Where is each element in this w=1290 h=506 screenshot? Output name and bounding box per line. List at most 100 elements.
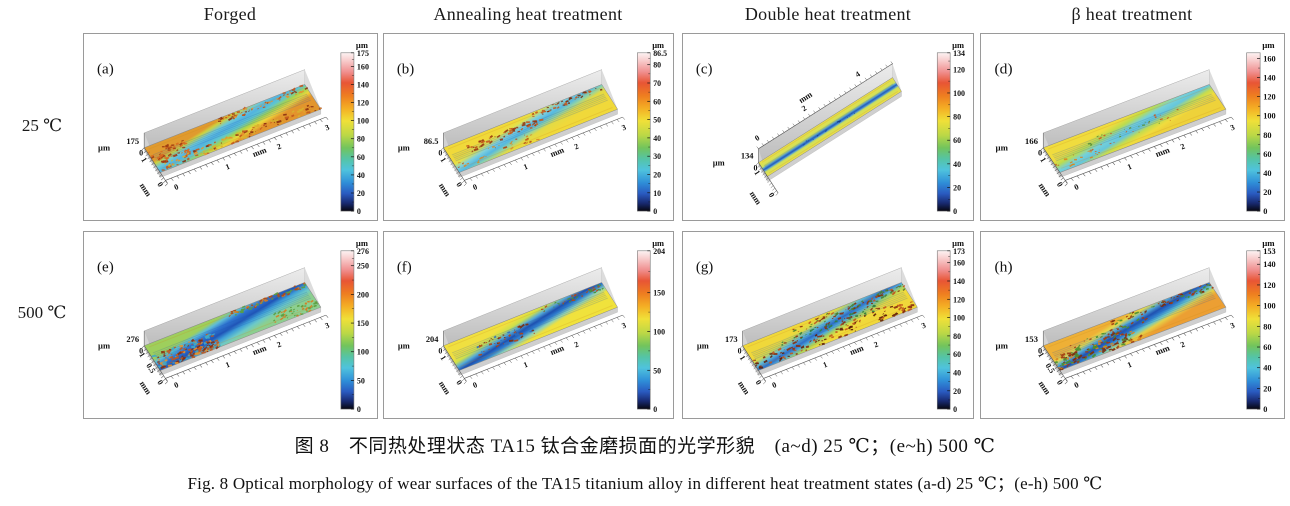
colorbar-f	[637, 250, 651, 410]
z-axis-unit: µm	[98, 143, 110, 153]
svg-text:mm: mm	[797, 89, 814, 105]
svg-text:1: 1	[137, 351, 147, 359]
svg-text:0: 0	[1055, 181, 1065, 189]
svg-text:60: 60	[953, 136, 961, 145]
colorbar-a	[340, 52, 355, 212]
svg-text:134: 134	[741, 151, 754, 161]
svg-text:276: 276	[357, 247, 369, 256]
row-label-500c: 500 ℃	[17, 303, 67, 322]
svg-text:0: 0	[155, 180, 165, 188]
svg-text:1: 1	[1038, 156, 1048, 164]
svg-text:0: 0	[438, 347, 442, 356]
panel-d: 0 1 2 3 mm 1 0 mm 166 0 µm (d) µm 160 140 120 100 80 60 40 2…	[980, 33, 1285, 221]
svg-text:140: 140	[1263, 260, 1275, 269]
svg-text:3: 3	[1229, 123, 1236, 133]
svg-text:mm: mm	[437, 182, 452, 199]
z-axis-unit: µm	[996, 341, 1009, 351]
svg-text:80: 80	[653, 61, 661, 70]
z-axis-unit: µm	[398, 342, 410, 351]
svg-text:1: 1	[522, 162, 529, 172]
svg-text:166: 166	[1025, 136, 1039, 146]
colorbar-h	[1246, 250, 1261, 410]
svg-text:2: 2	[1179, 142, 1186, 152]
svg-text:0: 0	[653, 405, 657, 414]
panel-letter-g: (g)	[696, 260, 713, 276]
svg-text:86.5: 86.5	[424, 137, 439, 146]
svg-text:0: 0	[173, 182, 180, 192]
svg-text:134: 134	[953, 49, 965, 58]
svg-text:0: 0	[754, 378, 764, 386]
colorbar-unit: µm	[952, 40, 964, 50]
svg-text:60: 60	[653, 97, 661, 106]
svg-text:40: 40	[357, 171, 365, 180]
svg-text:0: 0	[1073, 182, 1080, 192]
svg-text:153: 153	[1263, 247, 1275, 256]
svg-text:140: 140	[953, 277, 965, 286]
svg-text:100: 100	[653, 327, 665, 336]
svg-text:10: 10	[653, 189, 661, 198]
svg-text:276: 276	[126, 334, 139, 344]
svg-text:0: 0	[472, 380, 479, 390]
column-header-annealing: Annealing heat treatment	[433, 4, 623, 24]
svg-text:0: 0	[753, 133, 761, 143]
svg-text:120: 120	[1263, 93, 1275, 102]
svg-text:50: 50	[357, 376, 365, 385]
svg-text:40: 40	[953, 160, 961, 169]
svg-text:120: 120	[1263, 281, 1275, 290]
svg-text:250: 250	[357, 262, 369, 271]
svg-text:1: 1	[224, 162, 231, 172]
svg-text:20: 20	[953, 387, 961, 396]
svg-text:20: 20	[1263, 385, 1271, 394]
svg-text:0: 0	[438, 149, 442, 158]
surface-plot-e: 0123mm10.50mm2760µm(e)µm2762502001501005…	[97, 238, 369, 414]
svg-text:80: 80	[1263, 322, 1271, 331]
z-axis-unit: µm	[98, 341, 110, 351]
svg-text:3: 3	[324, 321, 331, 331]
surface-plot-g: 0123mm10mm1730µm(g)µm1731601401201008060…	[696, 238, 965, 414]
svg-text:0: 0	[357, 405, 361, 414]
svg-text:160: 160	[1263, 55, 1275, 64]
row-label-25c: 25 ℃	[21, 116, 63, 135]
panel-f: 0 1 2 3 mm 1 0 mm 204 0 µm (f) µm 204 150 100 50 0	[383, 231, 674, 419]
panel-letter-f: (f)	[397, 260, 412, 276]
svg-text:40: 40	[1263, 169, 1271, 178]
svg-text:1: 1	[738, 354, 748, 362]
svg-text:150: 150	[653, 289, 665, 298]
svg-text:2: 2	[276, 340, 283, 350]
svg-text:80: 80	[953, 332, 961, 341]
svg-text:20: 20	[357, 189, 365, 198]
panel-a: 0 1 2 3 mm 1 0 mm 175 0 µm (a) µm 175 160 140 120 100 80 60…	[83, 33, 378, 221]
svg-text:mm: mm	[138, 379, 154, 396]
svg-text:60: 60	[1263, 150, 1271, 159]
svg-text:100: 100	[1263, 112, 1275, 121]
colorbar-g	[936, 250, 951, 410]
panel-letter-a: (a)	[97, 62, 114, 78]
colorbar-c	[936, 52, 951, 212]
svg-text:1: 1	[1126, 162, 1133, 172]
svg-text:0: 0	[1038, 347, 1042, 356]
svg-text:0: 0	[771, 380, 778, 390]
colorbar-unit: µm	[356, 40, 368, 50]
svg-text:60: 60	[1263, 343, 1271, 352]
svg-text:100: 100	[1263, 302, 1275, 311]
svg-text:0: 0	[953, 405, 957, 414]
svg-text:160: 160	[357, 62, 369, 71]
svg-text:100: 100	[357, 348, 369, 357]
svg-text:1: 1	[139, 156, 149, 164]
z-axis-unit: µm	[697, 341, 709, 351]
svg-text:40: 40	[953, 368, 961, 377]
svg-text:30: 30	[653, 152, 661, 161]
svg-text:0: 0	[454, 378, 464, 386]
svg-text:20: 20	[1263, 188, 1271, 197]
svg-text:160: 160	[953, 259, 965, 268]
colorbar-unit: µm	[952, 238, 964, 248]
colorbar-e	[340, 250, 355, 410]
svg-text:mm: mm	[549, 343, 565, 357]
svg-text:175: 175	[126, 136, 139, 146]
panel-letter-h: (h)	[994, 259, 1012, 276]
svg-text:0: 0	[738, 347, 742, 356]
svg-text:1: 1	[224, 360, 231, 370]
column-header-beta: β heat treatment	[1071, 4, 1193, 24]
